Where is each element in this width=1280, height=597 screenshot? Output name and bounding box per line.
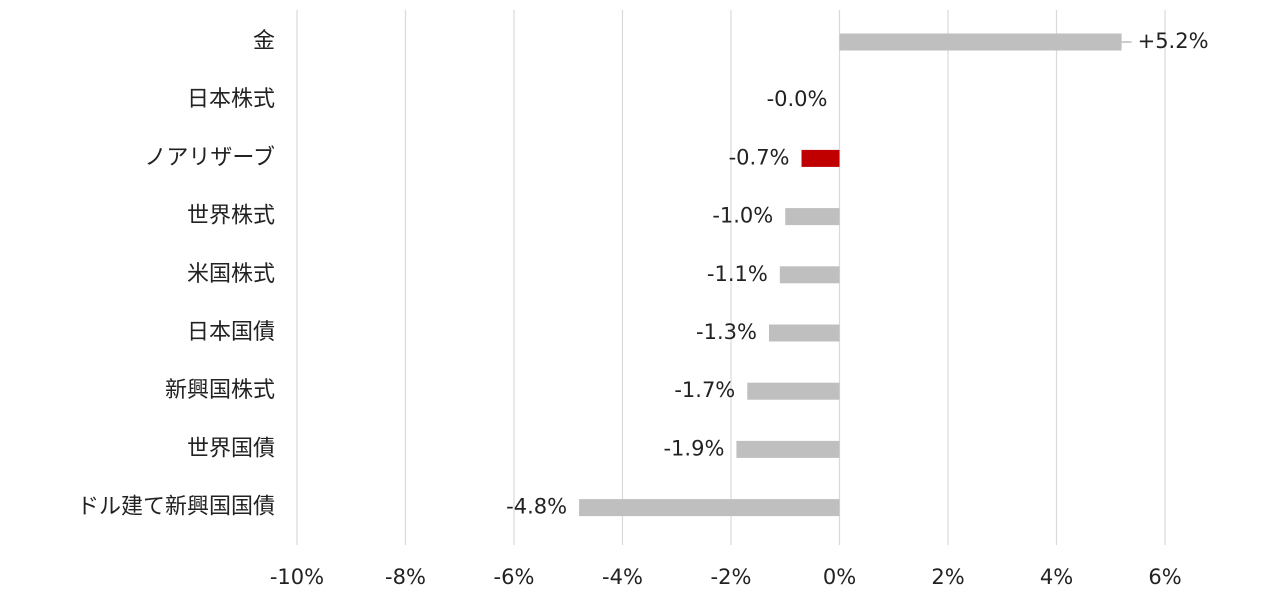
category-label: 金 — [253, 29, 275, 54]
bar — [839, 33, 1122, 51]
data-label: -0.0% — [767, 87, 828, 111]
x-tick-label: 6% — [1148, 565, 1181, 589]
data-label: -0.7% — [729, 145, 790, 169]
category-label: ノアリザーブ — [144, 145, 275, 170]
category-label: 日本国債 — [187, 320, 275, 345]
category-label: 世界株式 — [187, 204, 275, 229]
bar — [801, 149, 840, 167]
category-label: 米国株式 — [187, 262, 275, 287]
bar — [747, 382, 840, 400]
data-label: -1.3% — [696, 320, 757, 344]
data-label: -1.0% — [712, 204, 773, 228]
x-tick-label: 2% — [931, 565, 964, 589]
x-tick-label: 0% — [823, 565, 856, 589]
x-tick-label: -4% — [602, 565, 643, 589]
category-label: 世界国債 — [187, 436, 275, 461]
x-tick-label: -2% — [711, 565, 752, 589]
bar — [785, 208, 840, 226]
label-layer: 金 +5.2% 日本株式 -0.0% ノアリザーブ -0.7% 世界株式 -1.0% 米国株式 -… — [77, 29, 1209, 520]
x-tick-label: -6% — [494, 565, 535, 589]
bar — [579, 499, 840, 517]
x-tick-label: 4% — [1040, 565, 1073, 589]
data-label: -1.9% — [663, 436, 724, 460]
category-label: ドル建て新興国国債 — [77, 495, 275, 520]
bar — [736, 440, 840, 458]
bar — [779, 266, 840, 284]
x-tick-label: -8% — [385, 565, 426, 589]
bar-layer — [579, 33, 1122, 517]
x-axis-ticks: -10% -8% -6% -4% -2% 0% 2% 4% 6% — [270, 565, 1182, 589]
x-tick-label: -10% — [270, 565, 324, 589]
data-label: -1.1% — [707, 262, 768, 286]
category-label: 新興国株式 — [165, 378, 275, 403]
data-label: +5.2% — [1138, 29, 1209, 53]
category-label: 日本株式 — [187, 87, 275, 112]
bar — [768, 324, 840, 342]
data-label: -1.7% — [674, 378, 735, 402]
data-label: -4.8% — [506, 495, 567, 519]
